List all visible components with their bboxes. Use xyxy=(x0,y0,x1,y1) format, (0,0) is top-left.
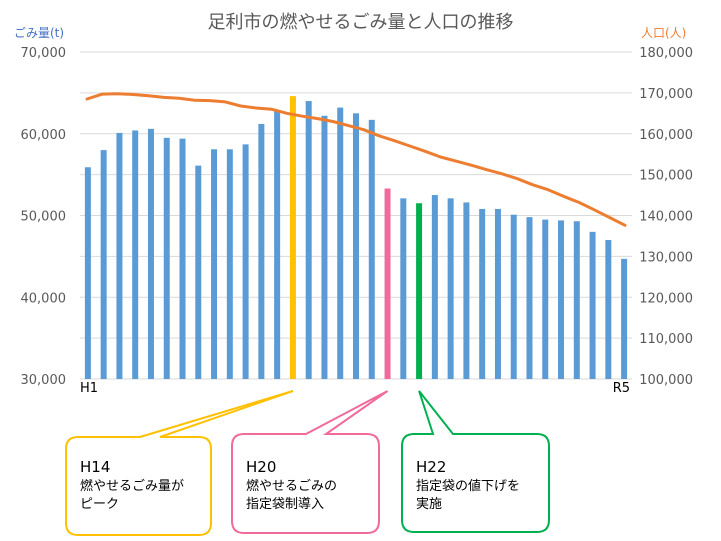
bar xyxy=(463,202,470,379)
bar xyxy=(274,110,281,380)
callout-box xyxy=(65,390,294,536)
bar xyxy=(494,208,501,379)
bar xyxy=(195,165,202,379)
bar xyxy=(116,132,123,379)
right-tick-label: 180,000 xyxy=(639,46,693,61)
right-tick-label: 100,000 xyxy=(639,373,693,388)
bar xyxy=(479,208,486,379)
right-tick-label: 130,000 xyxy=(639,250,693,265)
callout-h20-title: H20 xyxy=(246,458,277,476)
callout-h22-text: H22 指定袋の値下げを 実施 xyxy=(416,458,520,514)
left-tick-label: 70,000 xyxy=(21,46,67,61)
bar xyxy=(542,219,549,379)
callout-h14-line2: ピーク xyxy=(80,497,120,512)
callout-h20-text: H20 燃やせるごみの 指定袋制導入 xyxy=(246,458,337,514)
right-tick-label: 110,000 xyxy=(639,332,693,347)
x-label-last: R5 xyxy=(613,381,630,396)
bar xyxy=(605,240,612,379)
population-line xyxy=(85,92,627,227)
callout-h14-text: H14 燃やせるごみ量が ピーク xyxy=(80,458,184,514)
right-tick-label: 120,000 xyxy=(639,291,693,306)
left-axis-title: ごみ量(t) xyxy=(14,26,65,40)
left-tick-label: 30,000 xyxy=(21,373,67,388)
bar xyxy=(147,128,154,379)
bar xyxy=(400,198,407,379)
bar xyxy=(431,195,438,379)
right-axis-title: 人口(人) xyxy=(641,26,687,40)
bar xyxy=(621,258,628,379)
bar xyxy=(305,101,312,380)
bar xyxy=(526,217,533,379)
bar xyxy=(132,130,139,379)
callout-box xyxy=(231,390,389,534)
bar xyxy=(573,221,580,379)
right-tick-label: 150,000 xyxy=(639,169,693,184)
bar xyxy=(289,96,296,380)
callout-h22-line1: 指定袋の値下げを xyxy=(416,479,521,494)
callout-h20-line1: 燃やせるごみの xyxy=(246,479,338,494)
bar xyxy=(368,119,375,379)
bar xyxy=(510,214,517,379)
bar xyxy=(226,149,233,379)
callout-box xyxy=(401,390,550,533)
bar xyxy=(447,198,454,379)
bar xyxy=(416,203,423,379)
left-tick-label: 50,000 xyxy=(21,210,67,225)
bar xyxy=(558,220,565,379)
bar xyxy=(242,144,249,379)
bar xyxy=(321,115,328,379)
bar xyxy=(163,137,170,379)
left-tick-label: 40,000 xyxy=(21,291,67,306)
right-tick-label: 160,000 xyxy=(639,128,693,143)
callout-h20-line2: 指定袋制導入 xyxy=(246,497,325,512)
bar xyxy=(353,113,359,379)
callout-h22-title: H22 xyxy=(416,458,447,476)
bar xyxy=(384,188,391,379)
bar xyxy=(337,107,344,379)
bar xyxy=(258,123,265,379)
callout-h14-title: H14 xyxy=(80,458,111,476)
right-tick-label: 140,000 xyxy=(639,210,693,225)
left-tick-label: 60,000 xyxy=(21,128,67,143)
x-label-first: H1 xyxy=(80,381,98,396)
bar xyxy=(84,167,91,379)
callout-h22-line2: 実施 xyxy=(416,497,443,512)
right-tick-label: 170,000 xyxy=(639,87,693,102)
bar xyxy=(179,138,186,379)
callout-h14-line1: 燃やせるごみ量が xyxy=(80,479,185,494)
bar xyxy=(100,150,107,379)
chart-title: 足利市の燃やせるごみ量と人口の推移 xyxy=(207,12,514,33)
bar xyxy=(211,149,218,379)
bar xyxy=(589,231,596,379)
